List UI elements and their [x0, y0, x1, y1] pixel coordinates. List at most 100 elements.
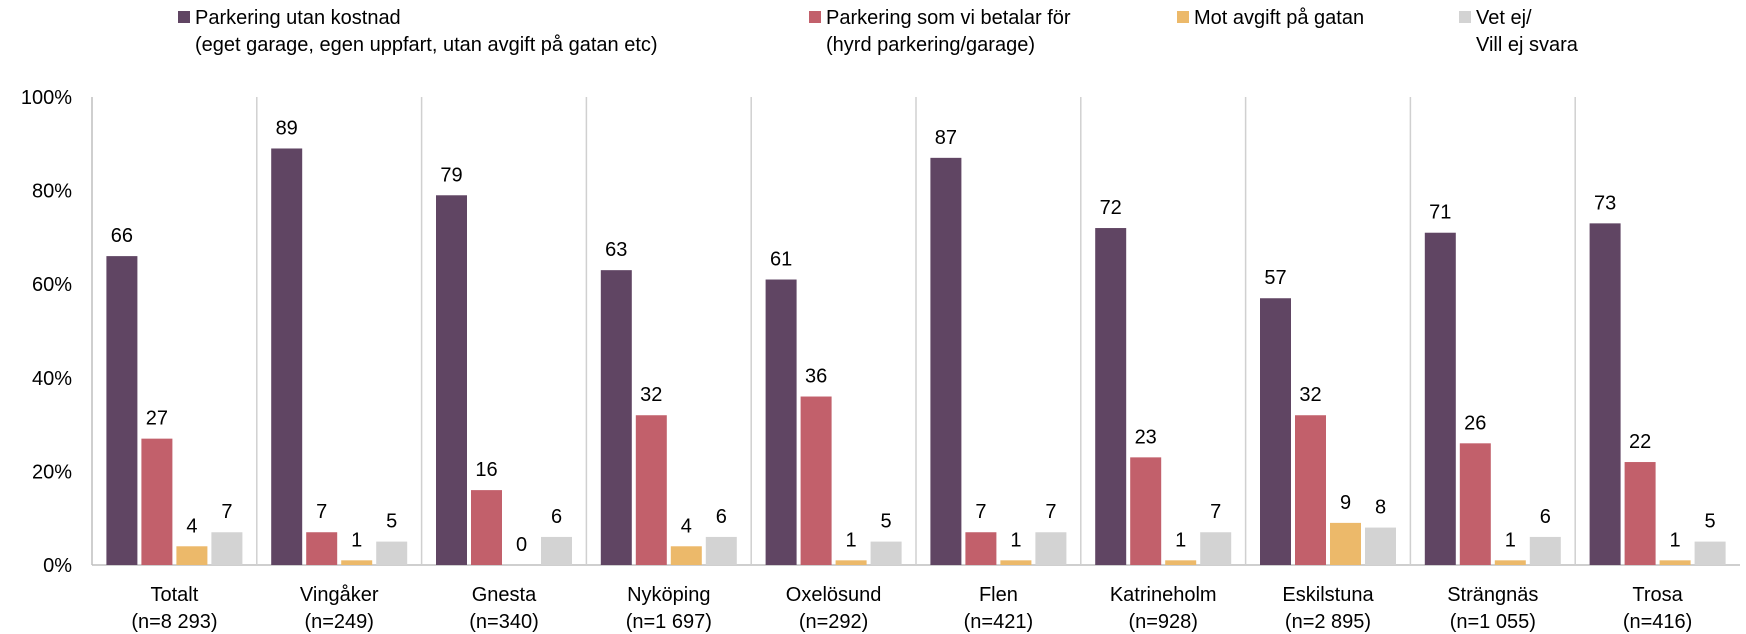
x-tick-label: Nyköping: [627, 584, 710, 606]
x-tick-label: Strängnäs: [1447, 584, 1538, 606]
bar: [1424, 232, 1456, 565]
bar: [1589, 223, 1621, 566]
x-tick-label: Oxelösund: [786, 584, 882, 606]
bar: [141, 438, 173, 565]
data-label: 4: [681, 515, 692, 537]
data-label: 87: [935, 127, 957, 149]
x-tick-label: (n=249): [304, 611, 374, 633]
x-tick-label: (n=421): [964, 611, 1034, 633]
data-label: 5: [881, 511, 892, 533]
legend-label: Mot avgift på gatan: [1194, 7, 1364, 29]
bar: [436, 195, 467, 565]
x-tick-label: (n=292): [799, 611, 869, 633]
bar: [1624, 462, 1656, 565]
data-label: 1: [1175, 529, 1186, 551]
legend-label: (hyrd parkering/garage): [826, 34, 1035, 56]
bar: [1330, 522, 1361, 565]
y-tick-label: 0%: [43, 555, 72, 577]
x-tick-label: Totalt: [150, 584, 198, 606]
bar: [341, 560, 373, 565]
data-label: 4: [186, 515, 197, 537]
legend-swatch: [178, 11, 190, 23]
x-tick-label: (n=1 697): [626, 611, 712, 633]
x-tick-label: (n=1 055): [1450, 611, 1536, 633]
x-tick-label: Flen: [979, 584, 1018, 606]
y-tick-label: 80%: [32, 181, 72, 203]
data-label: 23: [1135, 426, 1157, 448]
bar: [1000, 560, 1032, 565]
bar: [930, 157, 962, 565]
bar: [1095, 228, 1127, 566]
bar: [1260, 298, 1291, 565]
bar: [176, 546, 208, 565]
bar: [1165, 560, 1197, 565]
legend-label: Vet ej/: [1476, 7, 1532, 29]
bar: [835, 560, 867, 565]
data-label: 1: [1670, 529, 1681, 551]
x-tick-label: (n=8 293): [131, 611, 217, 633]
y-tick-label: 20%: [32, 461, 72, 483]
legend-swatch: [1459, 11, 1471, 23]
data-label: 5: [386, 511, 397, 533]
data-label: 73: [1594, 192, 1616, 214]
data-label: 6: [551, 506, 562, 528]
legend-swatch: [1177, 11, 1189, 23]
legend-label: Parkering som vi betalar för: [826, 7, 1071, 29]
bar: [670, 546, 702, 565]
data-label: 27: [146, 408, 168, 430]
x-tick-label: Katrineholm: [1110, 584, 1217, 606]
legend-label: (eget garage, egen uppfart, utan avgift …: [195, 34, 658, 56]
data-label: 61: [770, 249, 792, 271]
x-tick-label: (n=2 895): [1285, 611, 1371, 633]
data-label: 63: [605, 239, 627, 261]
data-label: 1: [1010, 529, 1021, 551]
data-label: 1: [1505, 529, 1516, 551]
data-label: 9: [1340, 492, 1351, 514]
data-label: 72: [1100, 197, 1122, 219]
bar: [306, 532, 338, 565]
data-label: 6: [716, 506, 727, 528]
bar: [1694, 541, 1726, 565]
legend-label: Parkering utan kostnad: [195, 7, 401, 29]
bar: [600, 270, 632, 565]
data-label: 32: [1299, 384, 1321, 406]
x-tick-label: (n=928): [1128, 611, 1198, 633]
y-tick-label: 100%: [21, 87, 72, 109]
data-label: 7: [221, 501, 232, 523]
bar: [870, 541, 902, 565]
bar: [1130, 457, 1162, 565]
bar: [1529, 536, 1561, 565]
bar: [471, 490, 502, 565]
data-label: 16: [475, 459, 497, 481]
x-tick-label: Eskilstuna: [1282, 584, 1374, 606]
data-label: 0: [516, 534, 527, 556]
bar: [376, 541, 408, 565]
legend-swatch: [809, 11, 821, 23]
bar: [965, 532, 997, 565]
bar: [800, 396, 832, 565]
data-label: 57: [1264, 267, 1286, 289]
data-label: 7: [1210, 501, 1221, 523]
data-label: 1: [846, 529, 857, 551]
data-label: 1: [351, 529, 362, 551]
bar: [1659, 560, 1691, 565]
bar: [705, 536, 737, 565]
y-tick-label: 60%: [32, 274, 72, 296]
bar: [106, 256, 138, 565]
data-label: 8: [1375, 497, 1386, 519]
bar: [1295, 415, 1326, 565]
x-tick-label: (n=340): [469, 611, 539, 633]
bar: [765, 279, 797, 565]
data-label: 5: [1705, 511, 1716, 533]
x-tick-label: Vingåker: [300, 584, 379, 606]
x-tick-label: Trosa: [1632, 584, 1683, 606]
data-label: 22: [1629, 431, 1651, 453]
data-label: 89: [276, 117, 298, 139]
bar: [1365, 527, 1396, 565]
data-label: 7: [1045, 501, 1056, 523]
bar: [541, 536, 572, 565]
legend-label: Vill ej svara: [1476, 34, 1579, 56]
x-tick-label: (n=416): [1623, 611, 1693, 633]
data-label: 71: [1429, 202, 1451, 224]
